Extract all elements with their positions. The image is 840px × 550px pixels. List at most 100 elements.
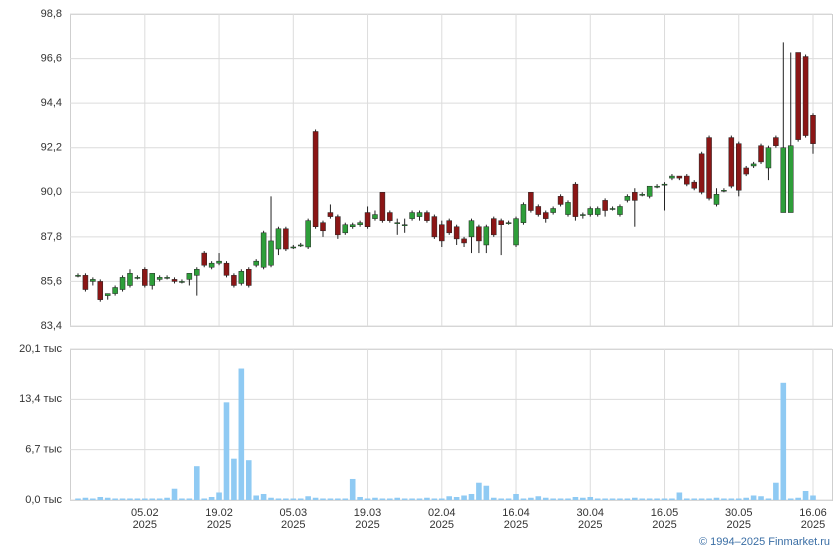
volume-bar: [669, 498, 675, 500]
volume-bar: [223, 402, 230, 500]
volume-bar: [253, 495, 259, 500]
candle-body: [491, 218, 497, 236]
candle-body: [617, 206, 623, 215]
candle-body: [728, 137, 735, 187]
volume-bar: [372, 497, 378, 500]
y-tick-label: 13,4 тыс: [19, 393, 62, 405]
candle-body: [320, 222, 326, 232]
candle-body: [453, 226, 460, 240]
candle-body: [260, 232, 267, 268]
candle-body: [713, 194, 720, 205]
candle-body: [246, 269, 252, 286]
volume-bar: [565, 498, 571, 500]
volume-bar: [490, 497, 497, 500]
volume-bar: [283, 498, 289, 500]
x-tick-label: 16.04: [502, 507, 530, 519]
x-tick-label: 2025: [355, 519, 379, 531]
candle-body: [342, 224, 349, 234]
volume-bar: [90, 498, 96, 500]
candle-body: [646, 185, 653, 197]
volume-bar: [557, 498, 564, 500]
volume-bar: [127, 498, 133, 500]
candle-body: [476, 226, 482, 242]
candle-body: [142, 269, 148, 286]
volume-bar: [550, 498, 556, 500]
volume-bar: [802, 490, 809, 500]
volume-bar: [320, 498, 326, 500]
candle-body: [587, 208, 594, 215]
candle-body: [765, 147, 772, 169]
candle-body: [82, 275, 89, 290]
candle-body: [327, 212, 334, 217]
volume-bar: [171, 488, 178, 500]
volume-bar: [691, 498, 698, 500]
volume-bar: [275, 498, 282, 500]
volume-bar: [461, 495, 467, 500]
candle-body: [528, 192, 534, 211]
candle-body: [349, 224, 356, 227]
volume-bar: [119, 498, 126, 500]
candle-body: [684, 175, 690, 185]
candle-body: [802, 56, 809, 136]
volume-bar: [602, 498, 608, 500]
x-tick-label: 2025: [578, 519, 602, 531]
candle-body: [283, 228, 289, 250]
volume-bar: [498, 498, 504, 500]
candle-body: [409, 212, 415, 219]
volume-bar: [193, 466, 200, 500]
volume-bar: [632, 497, 638, 500]
volume-bar: [587, 496, 594, 500]
price-frame: [70, 14, 833, 327]
volume-bar: [179, 498, 185, 500]
volume-bar: [156, 498, 163, 500]
volume-bar: [743, 497, 749, 500]
candle-body: [379, 192, 386, 221]
footer: © 1994–2025 Finmarket.ru: [699, 536, 830, 548]
volume-bar: [245, 460, 252, 500]
candle-body: [216, 260, 222, 264]
candle-body: [787, 145, 794, 213]
candle-body: [461, 238, 467, 244]
volume-bar: [572, 496, 579, 500]
candle-body: [372, 214, 378, 219]
candle-body: [305, 220, 311, 248]
volume-bar: [268, 497, 274, 500]
volume-bar: [453, 496, 460, 500]
volume-bar: [750, 495, 757, 500]
candle-body: [335, 216, 341, 236]
volume-bar: [349, 478, 356, 500]
candle-body: [104, 293, 111, 296]
volume-bar: [483, 485, 490, 500]
y-tick-label: 94,4: [41, 97, 62, 109]
volume-bar: [238, 368, 245, 500]
candle-body: [119, 277, 126, 290]
candle-body: [572, 183, 579, 217]
candle-body: [75, 275, 81, 277]
candle-body: [268, 240, 274, 266]
volume-bar: [787, 498, 794, 500]
candle-body: [639, 194, 645, 196]
y-tick-label: 92,2: [41, 142, 62, 154]
volume-bar: [416, 498, 423, 500]
volume-bar: [505, 498, 512, 500]
y-tick-label: 6,7 тыс: [25, 444, 62, 456]
volume-bar: [676, 492, 683, 500]
volume-bar: [305, 496, 311, 500]
volume-bar: [394, 497, 401, 500]
x-tick-label: 2025: [727, 519, 751, 531]
volume-bar: [379, 498, 386, 500]
volume-bar: [609, 498, 616, 500]
candle-body: [773, 137, 779, 146]
x-tick-label: 30.05: [725, 507, 753, 519]
candle-body: [505, 222, 512, 224]
candle-body: [387, 212, 393, 221]
y-tick-label: 20,1 тыс: [19, 343, 62, 355]
candle-body: [194, 269, 200, 276]
volume-bar: [186, 498, 193, 500]
volume-frame: [70, 349, 833, 501]
volume-bar: [82, 497, 89, 500]
x-tick-label: 2025: [801, 519, 825, 531]
volume-bar: [424, 497, 430, 500]
candle-body: [468, 220, 475, 238]
candle-body: [557, 196, 564, 205]
